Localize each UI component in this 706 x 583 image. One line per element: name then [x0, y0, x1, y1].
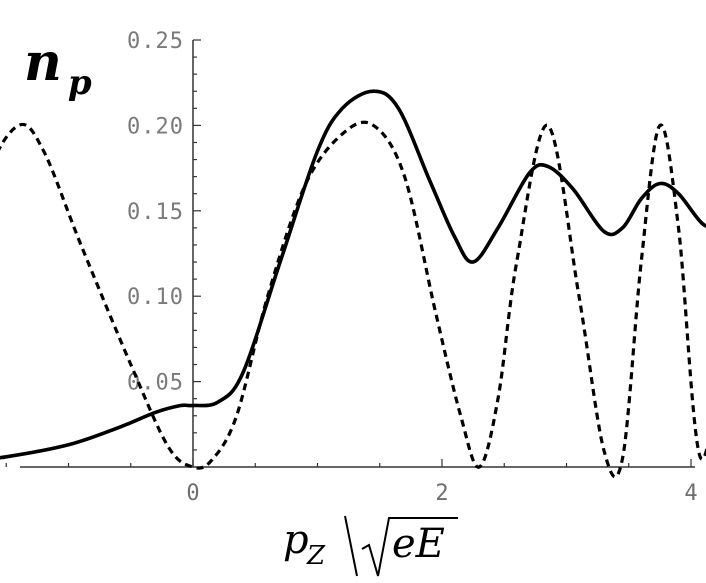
axes — [20, 40, 695, 468]
y-axis-label-main: n — [24, 32, 62, 93]
tick-labels: −202460.050.100.150.200.25 — [127, 29, 698, 506]
ticks — [5, 39, 692, 467]
x-tick-label: 0 — [186, 481, 199, 506]
x-axis-label-radicand: eE — [392, 521, 445, 567]
x-axis-label-main: p — [283, 517, 309, 563]
x-axis-label-slash — [344, 515, 358, 577]
x-tick-label: 2 — [435, 481, 448, 506]
y-tick-label: 0.10 — [127, 285, 184, 310]
x-axis-label: p Z eE — [283, 515, 458, 577]
series-layer — [0, 89, 706, 479]
x-axis-label-sub: Z — [306, 541, 326, 571]
y-tick-label: 0.25 — [127, 29, 184, 54]
x-tick-label: 4 — [684, 481, 697, 506]
series-dashed-line — [0, 120, 706, 479]
y-tick-label: 0.20 — [127, 114, 184, 139]
y-axis-label-sub: p — [68, 63, 92, 103]
y-tick-label: 0.15 — [127, 200, 184, 225]
series-solid-line — [0, 89, 706, 460]
x-axis-label-radical — [361, 517, 458, 577]
